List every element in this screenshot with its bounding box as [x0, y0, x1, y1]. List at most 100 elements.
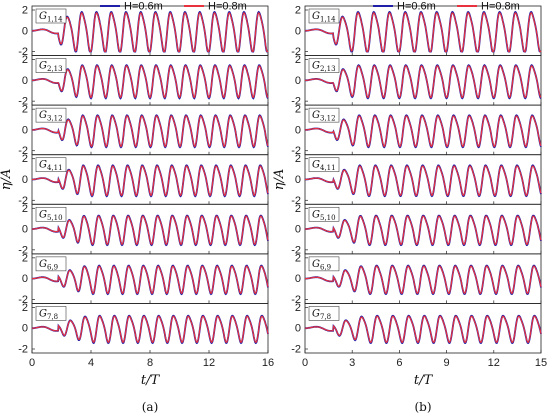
- y-tick-label: 2: [295, 203, 301, 215]
- gauge-subscript: 1,14: [47, 16, 63, 24]
- y-tick-label: 2: [22, 54, 28, 66]
- series-line-h06: [32, 264, 269, 296]
- y-tick-label: 0: [295, 323, 301, 335]
- gauge-label-box: [35, 58, 67, 73]
- gauge-subscript: 6,9: [320, 263, 331, 271]
- y-tick-label: 2: [22, 104, 28, 116]
- series-line-h08: [32, 215, 269, 246]
- x-tick-label: 12: [488, 357, 500, 369]
- gauge-label: G: [39, 308, 47, 319]
- gauge-label-box: [35, 8, 67, 24]
- y-tick-label: 2: [295, 54, 301, 66]
- y-tick-label: 2: [22, 203, 28, 215]
- series-line-h08: [32, 265, 269, 295]
- legend-label: H=0.6m: [397, 1, 436, 13]
- y-tick-label: 0: [22, 323, 28, 335]
- series-line-h08: [32, 165, 269, 197]
- subplot-3-12: -2 0 2 G 3,12: [18, 104, 269, 157]
- gauge-label: G: [312, 110, 320, 121]
- gauge-subscript: 4,11: [320, 164, 336, 172]
- y-tick-label: -2: [291, 344, 301, 356]
- y-tick-label: 2: [295, 252, 301, 264]
- y-tick-label: 2: [22, 252, 28, 264]
- gauge-label-box: [308, 256, 340, 272]
- chart-panel-2: -202 G 1,14-202 G 2,13-202 G 3,12-202 G 4,11-202…: [272, 1, 547, 415]
- gauge-label-box: [35, 157, 67, 173]
- gauge-label-box: [35, 206, 67, 222]
- y-tick-label: -2: [291, 46, 301, 58]
- y-tick-label: -2: [18, 344, 28, 356]
- y-axis-label: η/A: [272, 169, 287, 191]
- gauge-label: G: [39, 160, 47, 171]
- gauge-label-box: [35, 256, 67, 272]
- y-tick-label: 2: [22, 153, 28, 165]
- gauge-subscript: 3,12: [320, 115, 336, 123]
- x-tick-label: 16: [262, 357, 274, 369]
- x-axis-label: t/T: [414, 373, 434, 388]
- y-tick-label: -2: [291, 294, 301, 306]
- gauge-subscript: 7,8: [320, 313, 331, 321]
- y-tick-label: 2: [295, 104, 301, 116]
- series-line-h08: [32, 65, 269, 99]
- subplot-frame: [304, 303, 542, 354]
- gauge-label-box: [308, 58, 340, 73]
- series-line-h08: [32, 12, 269, 53]
- series-line-h08: [305, 65, 542, 99]
- subplot-7-8: -2 0 2 G 7,8: [291, 302, 542, 356]
- gauge-subscript: 5,10: [320, 214, 336, 222]
- y-tick-label: 0: [22, 273, 28, 285]
- y-tick-label: 0: [295, 224, 301, 236]
- gauge-subscript: 3,12: [47, 115, 63, 123]
- y-tick-label: 0: [22, 124, 28, 136]
- subplot-3-12: -2 0 2 G 3,12: [291, 104, 542, 157]
- y-tick-label: -2: [18, 195, 28, 207]
- gauge-subscript: 5,10: [47, 214, 63, 222]
- y-tick-label: 0: [22, 25, 28, 37]
- series-line-h08: [32, 115, 269, 148]
- x-tick-label: 12: [203, 357, 215, 369]
- y-tick-label: 0: [22, 224, 28, 236]
- y-tick-label: 0: [295, 174, 301, 186]
- x-tick-label: 0: [29, 357, 35, 369]
- gauge-subscript: 2,13: [47, 65, 63, 73]
- gauge-label-box: [308, 206, 340, 222]
- series-line-h08: [305, 165, 542, 197]
- y-tick-label: 0: [22, 174, 28, 186]
- series-line-h08: [305, 215, 542, 245]
- panel-caption: (a): [142, 400, 159, 414]
- y-tick-label: -2: [18, 244, 28, 256]
- legend-label: H=0.8m: [208, 1, 247, 13]
- subplot-1-14: -2 0 2 G 1,14: [291, 5, 542, 58]
- subplot-5-10: -2 0 2 G 5,10: [18, 203, 269, 256]
- series-line-h08: [305, 265, 542, 294]
- subplot-6-9: -2 0 2 G 6,9: [18, 252, 269, 306]
- subplot-6-9: -2 0 2 G 6,9: [291, 252, 542, 306]
- gauge-label: G: [39, 209, 47, 220]
- gauge-subscript: 1,14: [320, 16, 336, 24]
- subplot-frame: [31, 203, 269, 255]
- subplot-2-13: -2 0 2 G 2,13: [291, 54, 542, 108]
- subplot-2-13: -2 0 2 G 2,13: [18, 54, 269, 108]
- x-tick-label: 9: [444, 357, 450, 369]
- gauge-label: G: [312, 61, 320, 72]
- x-tick-label: 4: [88, 357, 94, 369]
- x-tick-label: 0: [302, 357, 308, 369]
- y-tick-label: 0: [295, 124, 301, 136]
- subplot-frame: [304, 253, 542, 304]
- y-tick-label: -2: [18, 46, 28, 58]
- gauge-subscript: 2,13: [320, 65, 336, 73]
- subplot-4-11: -2 0 2 G 4,11: [291, 153, 542, 207]
- y-tick-label: 2: [295, 302, 301, 314]
- x-axis-label: t/T: [141, 373, 161, 388]
- y-tick-label: -2: [18, 145, 28, 157]
- panel-caption: (b): [414, 400, 431, 414]
- gauge-label-box: [308, 8, 340, 24]
- series-line-h06: [305, 214, 542, 247]
- y-tick-label: 0: [295, 273, 301, 285]
- x-tick-label: 8: [147, 357, 153, 369]
- gauge-label-box: [308, 306, 340, 321]
- gauge-label: G: [39, 61, 47, 72]
- y-tick-label: 2: [22, 5, 28, 17]
- series-line-h08: [32, 315, 269, 344]
